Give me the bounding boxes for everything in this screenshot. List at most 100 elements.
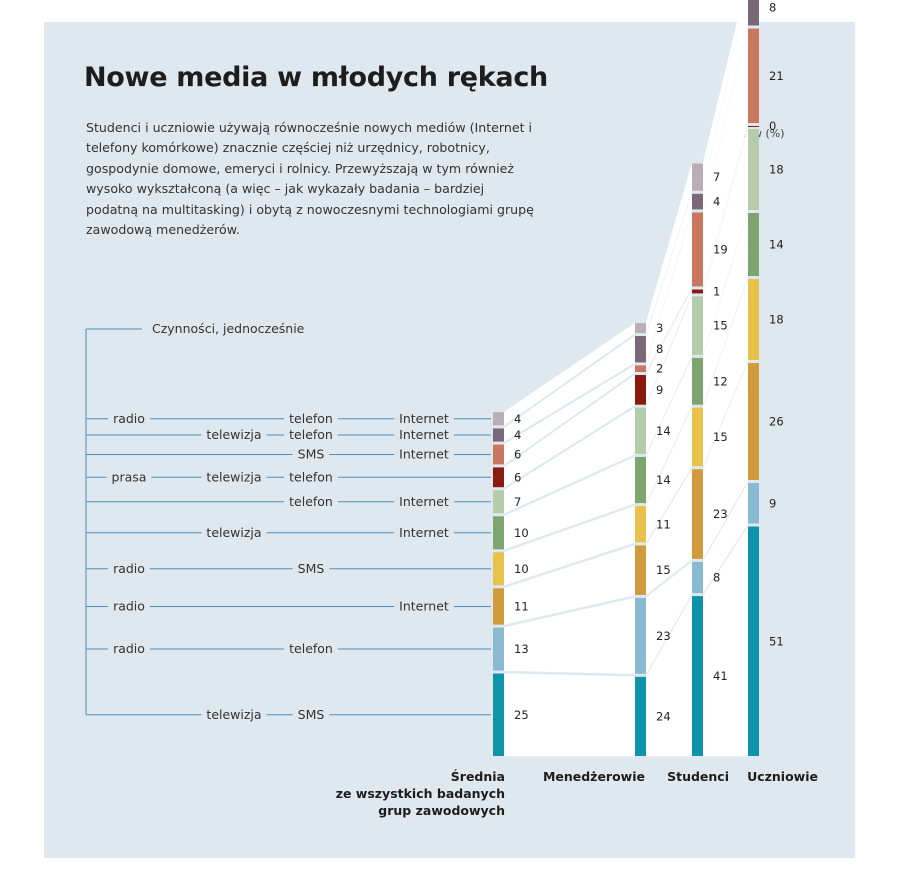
value-label: 24 — [656, 709, 671, 723]
bar-segment — [692, 296, 703, 355]
activity-label: SMS — [298, 447, 325, 462]
activity-label: telewizja — [206, 469, 261, 484]
bar-segment — [635, 407, 646, 454]
value-label: 0 — [769, 119, 776, 133]
activity-label: radio — [113, 561, 145, 576]
legend-header: Czynności, jednocześnie — [152, 321, 305, 336]
column-label-line: Menedżerowie — [542, 769, 645, 784]
value-label: 14 — [656, 424, 671, 438]
bar-segment — [748, 363, 759, 480]
bar-segment — [748, 126, 759, 127]
value-label: 23 — [713, 507, 728, 521]
value-label: 9 — [656, 383, 663, 397]
value-label: 4 — [514, 428, 521, 442]
activity-label: telefon — [289, 411, 333, 426]
bar-segment — [748, 0, 759, 26]
bar-segment — [635, 456, 646, 504]
value-label: 26 — [769, 415, 784, 429]
value-label: 41 — [713, 669, 728, 683]
bar-segment — [493, 673, 504, 756]
activity-label: telefon — [289, 427, 333, 442]
value-label: 14 — [656, 473, 671, 487]
activity-label: Internet — [399, 411, 449, 426]
column-label-line: grup zawodowych — [378, 803, 505, 818]
bar-segment — [692, 212, 703, 287]
value-label: 21 — [769, 69, 784, 83]
value-label: 1 — [713, 284, 720, 298]
value-label: 2 — [656, 362, 663, 376]
value-label: 18 — [769, 163, 784, 177]
activity-label: telewizja — [206, 707, 261, 722]
bar-segment — [748, 526, 759, 756]
column-label: Uczniowie — [747, 768, 818, 785]
activity-label: telewizja — [206, 525, 261, 540]
value-label: 10 — [514, 562, 529, 576]
activity-legend: Czynności, jednocześnie telewizja SMS radi… — [85, 321, 491, 722]
value-label: 8 — [713, 571, 720, 585]
flow-connectors — [503, 0, 749, 757]
bar-segment — [635, 545, 646, 595]
value-label: 6 — [514, 448, 521, 462]
activity-label: radio — [113, 411, 145, 426]
bar-segment — [635, 676, 646, 756]
column-label: Studenci — [667, 768, 729, 785]
value-label: 9 — [769, 496, 776, 510]
bar-segment — [748, 28, 759, 123]
value-label: 8 — [769, 1, 776, 15]
bar-segment — [748, 483, 759, 524]
value-label: 19 — [713, 242, 728, 256]
bar-segment — [748, 279, 759, 360]
bar-segment — [493, 412, 504, 426]
intro-text: Studenci i uczniowie używają równocześni… — [86, 120, 534, 238]
value-label: 18 — [769, 313, 784, 327]
value-label: 51 — [769, 634, 784, 648]
value-label: 8 — [656, 342, 663, 356]
column-label-line: Studenci — [667, 769, 729, 784]
bar-segment — [493, 627, 504, 671]
activity-label: Internet — [399, 598, 449, 613]
value-label: 3 — [656, 321, 663, 335]
bar-columns: 2513111010766442423151114149283418231512… — [493, 0, 784, 756]
activity-label: Internet — [399, 427, 449, 442]
bar-segment — [692, 193, 703, 210]
bar-segment — [635, 506, 646, 543]
activity-label: telefon — [289, 494, 333, 509]
bar-segment — [692, 163, 703, 191]
column-label: Średnia ze wszystkich badanych grup zawodo… — [336, 768, 505, 819]
activity-label: Internet — [399, 525, 449, 540]
value-label: 4 — [713, 195, 720, 209]
bar-segment — [748, 129, 759, 210]
value-label: 11 — [656, 517, 671, 531]
bar-segment — [635, 365, 646, 372]
bar-segment — [635, 597, 646, 674]
column-label: Menedżerowie — [543, 768, 645, 785]
activity-label: Internet — [399, 494, 449, 509]
bar-segment — [493, 552, 504, 586]
activity-label: SMS — [298, 561, 325, 576]
value-label: 15 — [713, 319, 728, 333]
value-label: 14 — [769, 238, 784, 252]
bar-segment — [493, 588, 504, 625]
column-label-line: ze wszystkich badanych — [335, 786, 505, 801]
activity-label: telewizja — [206, 427, 261, 442]
value-label: 7 — [713, 170, 720, 184]
bar-segment — [493, 444, 504, 465]
value-label: 23 — [656, 629, 671, 643]
value-label: 6 — [514, 470, 521, 484]
bar-segment — [692, 561, 703, 594]
bar-segment — [692, 596, 703, 756]
bar-segment — [493, 428, 504, 442]
value-label: 13 — [514, 642, 529, 656]
bar-segment — [493, 516, 504, 550]
bar-segment — [692, 357, 703, 405]
bar-segment — [692, 289, 703, 294]
value-label: 25 — [514, 708, 529, 722]
value-label: 15 — [656, 563, 671, 577]
bar-segment — [692, 407, 703, 467]
column-label-line: Średnia — [450, 769, 505, 784]
activity-label: SMS — [298, 707, 325, 722]
bar-segment — [635, 323, 646, 333]
bar-segment — [692, 469, 703, 559]
bar-segment — [635, 336, 646, 363]
activity-label: radio — [113, 598, 145, 613]
